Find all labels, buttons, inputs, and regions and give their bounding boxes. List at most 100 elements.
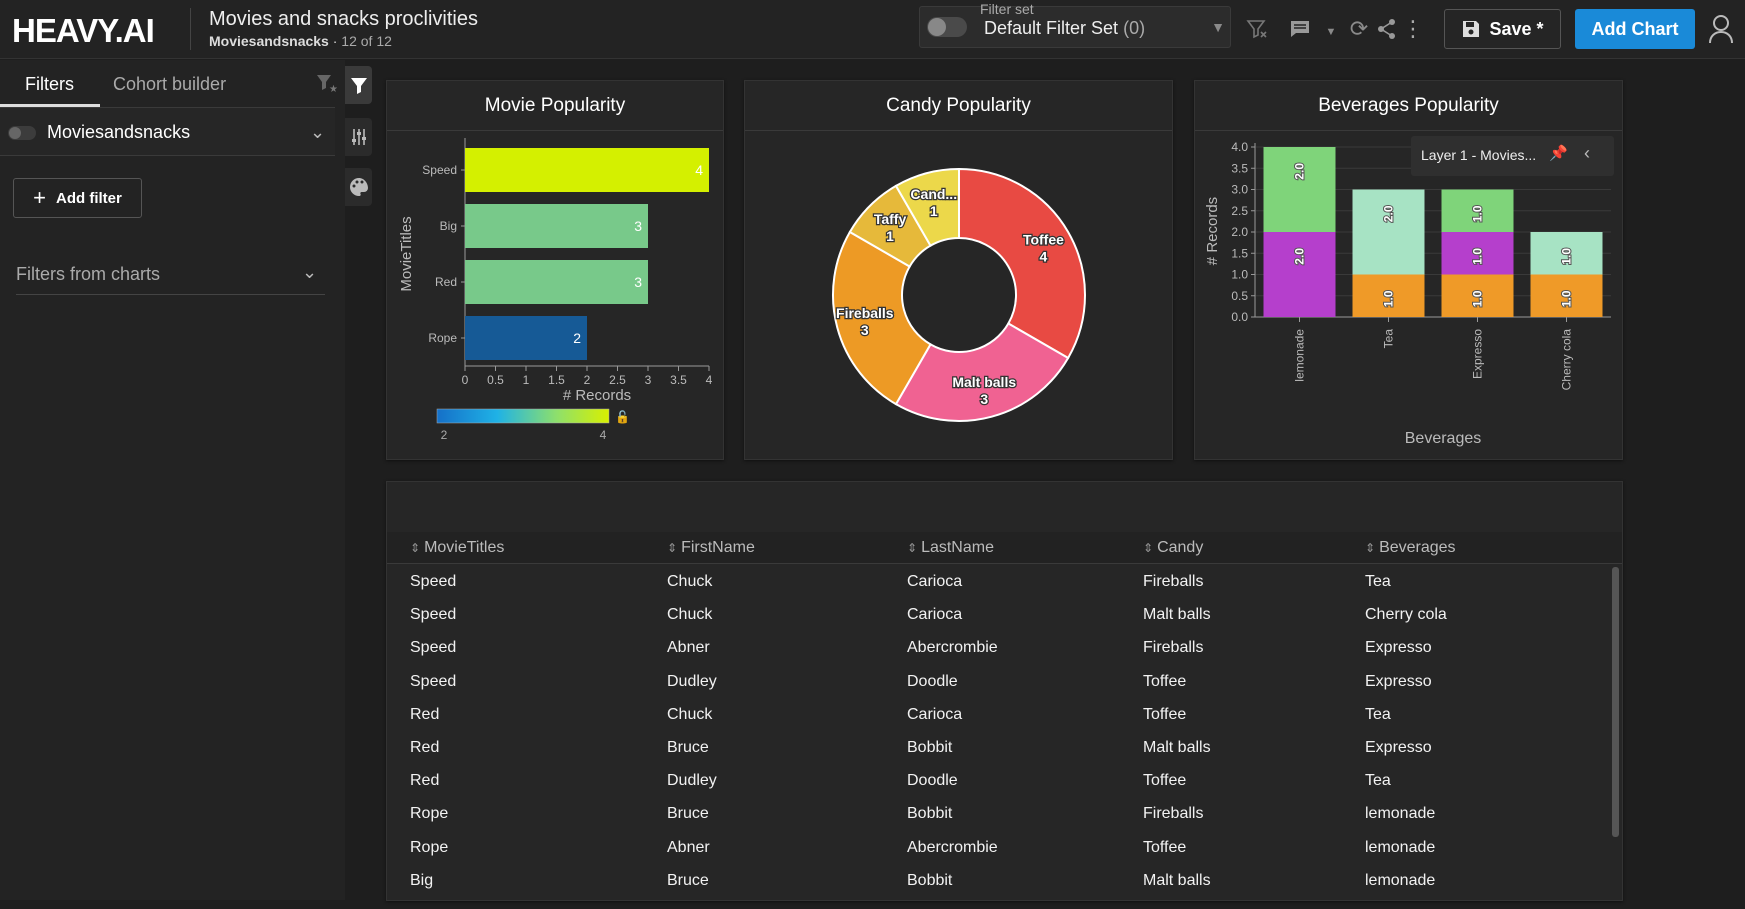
filters-from-charts-section[interactable]: Filters from charts <box>16 264 161 284</box>
y-tick-label: Rope <box>428 331 457 345</box>
pin-icon[interactable]: 📌 <box>1549 145 1568 162</box>
table-cell: lemonade <box>1365 871 1436 889</box>
y-axis-title: # Records <box>1204 197 1221 265</box>
filter-panel-icon[interactable] <box>345 66 372 104</box>
column-header[interactable]: ⇕ Candy <box>1143 539 1203 557</box>
filter-set-name: Default Filter Set <box>984 18 1119 38</box>
filter-settings-icon[interactable]: ★ <box>315 72 338 99</box>
slice-malt-balls[interactable] <box>894 322 1070 422</box>
table-cell: Abner <box>667 838 710 856</box>
bar-segment-cherry-cola[interactable] <box>1530 274 1603 318</box>
y-tick-label: 1.5 <box>1231 246 1248 260</box>
column-header[interactable]: ⇕ Beverages <box>1365 539 1456 557</box>
palette-icon[interactable] <box>345 168 372 206</box>
table-cell: Malt balls <box>1143 739 1211 756</box>
column-header[interactable]: ⇕ MovieTitles <box>410 539 504 557</box>
table-cell: Rope <box>410 805 449 823</box>
movie-bar-chart[interactable]: Speed 4 Big 3 Red 3 Rope 2 0 0.5 1 1.5 2 2.5 3 3.5 4 # Re… <box>387 131 725 461</box>
layer-legend[interactable]: Layer 1 - Movies... 📌 ‹ <box>1411 136 1614 176</box>
column-header-label: Candy <box>1157 539 1204 556</box>
data-source-row[interactable] <box>0 108 335 156</box>
plus-icon: + <box>33 185 46 210</box>
data-source-name[interactable]: Moviesandsnacks <box>209 33 329 49</box>
filter-set-label: Filter set <box>980 1 1034 17</box>
table-cell: Carioca <box>907 705 963 723</box>
column-header[interactable]: ⇕ LastName <box>907 539 994 557</box>
sort-icon[interactable]: ⇕ <box>410 541 421 555</box>
subtitle-separator: · <box>332 33 338 49</box>
beverages-stacked-bar-chart[interactable]: 0.0 0.5 1.0 1.5 2.0 2.5 3.0 3.5 4.0 2.0 2.0 lemonad… <box>1195 131 1624 461</box>
y-tick-label: 1.0 <box>1231 268 1248 282</box>
y-tick-label: 0.5 <box>1231 289 1248 303</box>
color-legend-bar[interactable] <box>436 408 610 424</box>
tab-divider <box>0 107 335 108</box>
table-row[interactable] <box>387 567 1612 600</box>
refresh-icon[interactable]: ⟳ <box>1349 16 1369 41</box>
more-options-icon[interactable]: ⋮ <box>1402 16 1424 41</box>
slice-cand-[interactable] <box>894 167 960 248</box>
sort-icon[interactable]: ⇕ <box>907 541 918 555</box>
y-tick-label: 2.5 <box>1231 204 1248 218</box>
legend-min-label: 2 <box>441 428 448 442</box>
tab-filters[interactable]: Filters <box>25 74 74 94</box>
slice-fireballs[interactable] <box>832 230 932 406</box>
data-source-toggle[interactable] <box>8 126 36 140</box>
table-scrollbar[interactable] <box>1612 567 1619 837</box>
bar-segment-expresso[interactable] <box>1441 232 1514 275</box>
slice-label: Toffee <box>1023 231 1064 247</box>
segment-value-label: 1.0 <box>1471 248 1485 265</box>
comment-dropdown-icon[interactable]: ▼ <box>1325 26 1337 38</box>
sort-icon[interactable]: ⇕ <box>1365 541 1376 555</box>
table-row[interactable] <box>387 766 1612 799</box>
save-button[interactable]: Save * <box>1444 9 1561 49</box>
segment-value-label: 1.0 <box>1560 290 1574 307</box>
table-row[interactable] <box>387 700 1612 733</box>
x-tick-label: Tea <box>1382 329 1396 349</box>
bar-segment-tea[interactable] <box>1352 274 1425 318</box>
table-cell: Fireballs <box>1143 639 1204 657</box>
table-cell: Carioca <box>907 606 963 624</box>
bar-segment-lemonade[interactable] <box>1263 232 1336 317</box>
user-profile-icon[interactable] <box>1708 14 1734 49</box>
chevron-down-icon[interactable]: ▼ <box>1211 19 1225 35</box>
dashboard-title[interactable]: Movies and snacks proclivities <box>209 8 478 30</box>
movie-popularity-chart[interactable]: Movie Popularity Speed 4 Big 3 Red 3 Rope 2 0 0.5… <box>386 80 724 460</box>
y-tick-label: 0.0 <box>1231 310 1248 324</box>
bar-speed[interactable] <box>465 148 709 192</box>
tab-cohort-builder[interactable]: Cohort builder <box>113 74 227 94</box>
candy-popularity-chart[interactable]: Candy Popularity Toffee 4 Malt balls 3 Fireb… <box>744 80 1173 460</box>
chevron-down-icon[interactable]: ⌄ <box>302 262 318 282</box>
chevron-down-icon[interactable]: ⌄ <box>310 122 326 142</box>
add-chart-button[interactable]: Add Chart <box>1575 9 1695 49</box>
column-header[interactable]: ⇕ FirstName <box>667 539 755 557</box>
table-cell: Bruce <box>667 805 709 823</box>
sliders-icon[interactable] <box>345 118 372 156</box>
bar-segment-lemonade[interactable] <box>1263 147 1336 232</box>
table-cell: Cherry cola <box>1365 606 1447 624</box>
x-tick-label: 4 <box>706 373 713 387</box>
table-cell: Malt balls <box>1143 606 1211 624</box>
share-icon[interactable] <box>1374 16 1400 42</box>
table-cell: Bruce <box>667 871 709 889</box>
bar-segment-expresso[interactable] <box>1441 274 1514 318</box>
table-cell: Abner <box>667 639 710 657</box>
collapse-legend-icon[interactable]: ‹ <box>1584 143 1590 163</box>
filter-set-dropdown[interactable] <box>919 6 1231 48</box>
table-cell: Bobbit <box>907 805 953 823</box>
slice-toffee[interactable] <box>958 167 1086 360</box>
lock-icon[interactable]: 🔓 <box>615 410 630 424</box>
bar-red[interactable] <box>465 260 648 304</box>
bar-segment-cherry-cola[interactable] <box>1530 232 1603 275</box>
bar-big[interactable] <box>465 204 648 248</box>
add-filter-button[interactable]: + Add filter <box>13 178 142 218</box>
beverages-popularity-chart[interactable]: Beverages Popularity 0.0 0.5 1.0 1.5 2.0 2.5 3… <box>1194 80 1623 460</box>
clear-filters-icon[interactable] <box>1244 16 1270 42</box>
bar-segment-tea[interactable] <box>1352 189 1425 275</box>
comment-icon[interactable] <box>1287 16 1313 42</box>
bar-rope[interactable] <box>465 316 587 360</box>
bar-segment-expresso[interactable] <box>1441 189 1514 233</box>
sort-icon[interactable]: ⇕ <box>667 541 678 555</box>
filter-set-toggle[interactable] <box>927 17 967 37</box>
sort-icon[interactable]: ⇕ <box>1143 541 1154 555</box>
